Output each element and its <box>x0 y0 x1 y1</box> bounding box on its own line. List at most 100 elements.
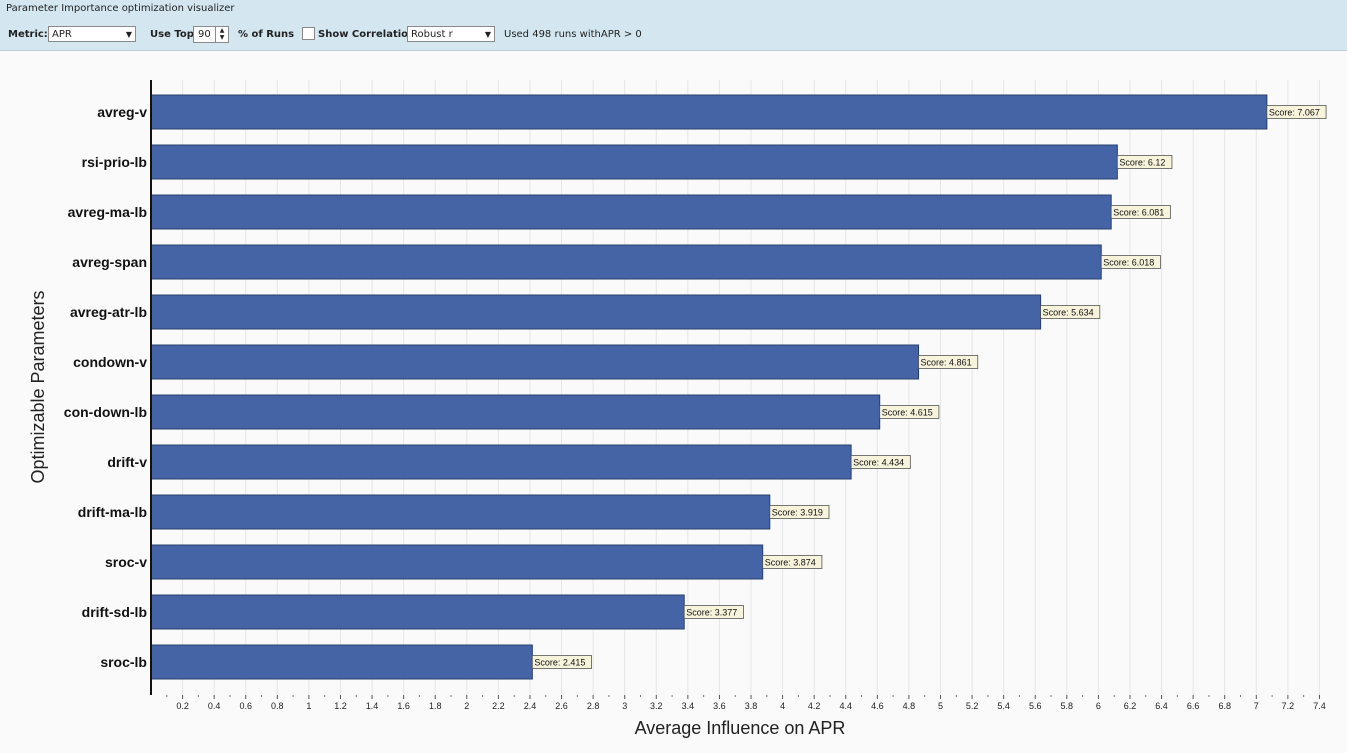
category-label: avreg-v <box>97 104 147 120</box>
x-tick-label: 4 <box>780 701 785 711</box>
score-label: Score: 4.434 <box>853 458 904 468</box>
show-correlation-checkbox[interactable] <box>302 27 315 40</box>
x-tick-label: 4.2 <box>808 701 821 711</box>
x-tick-label: 3.4 <box>682 701 695 711</box>
score-label-box <box>762 555 823 569</box>
score-label-box <box>879 405 940 419</box>
score-label: Score: 6.081 <box>1113 208 1164 218</box>
x-tick-label: 2.6 <box>555 701 568 711</box>
x-tick-label: 6 <box>1096 701 1101 711</box>
score-label: Score: 3.874 <box>765 558 816 568</box>
score-label-box <box>850 455 911 469</box>
x-tick-label: 5.8 <box>1061 701 1074 711</box>
category-labels: avreg-v rsi-prio-lb avreg-ma-lb avreg-span a… <box>64 104 147 670</box>
category-label: sroc-lb <box>100 654 147 670</box>
x-tick-label: 2 <box>464 701 469 711</box>
score-label: Score: 3.919 <box>772 508 823 518</box>
correlation-method-value: Robust r <box>411 29 453 40</box>
bar-drift-ma-lb <box>150 494 771 530</box>
x-tick-label: 5 <box>938 701 943 711</box>
bar-sroc-lb <box>150 644 533 680</box>
pct-runs-label: % of Runs <box>238 29 295 40</box>
score-label-box <box>1266 105 1327 119</box>
show-correlation-label: Show Correlation <box>318 29 416 40</box>
x-tick-label: 0.2 <box>176 701 189 711</box>
category-label: avreg-ma-lb <box>68 204 147 220</box>
use-top-label: Use Top <box>150 29 194 40</box>
score-label: Score: 4.861 <box>921 358 972 368</box>
x-tick-label: 7 <box>1254 701 1259 711</box>
category-label: avreg-atr-lb <box>70 304 147 320</box>
x-tick-label: 7.2 <box>1282 701 1295 711</box>
x-tick-label: 3 <box>622 701 627 711</box>
x-tick-label: 0.6 <box>239 701 252 711</box>
metric-label: Metric: <box>8 29 48 40</box>
x-tick-label: 6.6 <box>1187 701 1200 711</box>
score-label: Score: 6.018 <box>1103 258 1154 268</box>
x-tick-label: 2.4 <box>524 701 537 711</box>
category-label: drift-ma-lb <box>78 504 147 520</box>
score-label: Score: 7.067 <box>1269 108 1320 118</box>
score-label: Score: 2.415 <box>534 658 585 668</box>
bar-avreg-span <box>150 244 1102 280</box>
bar-drift-v <box>150 444 852 480</box>
x-tick-label: 6.8 <box>1218 701 1231 711</box>
x-axis-title: Average Influence on APR <box>635 718 846 738</box>
score-label: Score: 3.377 <box>686 608 737 618</box>
chevron-down-icon: ▼ <box>125 30 132 39</box>
x-tick-label: 1.4 <box>366 701 379 711</box>
category-label: con-down-lb <box>64 404 147 420</box>
window-title: Parameter Importance optimization visual… <box>6 3 235 14</box>
x-tick-label: 0.4 <box>208 701 221 711</box>
correlation-method-select[interactable]: Robust r ▼ <box>407 26 495 42</box>
x-tick-label: 1.2 <box>334 701 347 711</box>
metric-select[interactable]: APR ▼ <box>48 26 136 42</box>
bar-sroc-v <box>150 544 764 580</box>
x-tick-label: 0.8 <box>271 701 284 711</box>
bars: Score: 7.067 Score: 6.12 Score: 6.081 Score… <box>150 94 1327 680</box>
category-label: avreg-span <box>72 254 147 270</box>
use-top-value: 90 <box>198 29 211 40</box>
score-label-box <box>683 605 744 619</box>
category-label: rsi-prio-lb <box>82 154 147 170</box>
use-top-stepper[interactable]: 90 ▲ ▼ <box>193 26 229 43</box>
x-tick-label: 5.2 <box>966 701 979 711</box>
score-label-box <box>1116 155 1173 169</box>
bar-avreg-v <box>150 94 1268 130</box>
x-tick-label: 5.4 <box>997 701 1010 711</box>
stepper-arrows-icon[interactable]: ▲ ▼ <box>215 27 228 42</box>
bar-rsi-prio-lb <box>150 144 1118 180</box>
x-tick-label: 1.8 <box>429 701 442 711</box>
score-label: Score: 6.12 <box>1119 158 1165 168</box>
x-tick-label: 3.8 <box>745 701 758 711</box>
parameter-importance-chart: Score: 7.067 Score: 6.12 Score: 6.081 Score… <box>28 80 1327 738</box>
bar-avreg-atr-lb <box>150 294 1042 330</box>
score-label-box <box>1100 255 1161 269</box>
score-label-box <box>769 505 830 519</box>
x-tick-label: 4.4 <box>840 701 853 711</box>
x-tick-label: 5.6 <box>1029 701 1042 711</box>
x-tick-label: 1.6 <box>397 701 410 711</box>
x-tick-label: 3.2 <box>650 701 663 711</box>
x-tick-label: 4.6 <box>871 701 884 711</box>
gridlines <box>182 80 1320 695</box>
x-tick-label: 4.8 <box>903 701 916 711</box>
x-tick-label: 2.2 <box>492 701 505 711</box>
score-label: Score: 5.634 <box>1043 308 1094 318</box>
category-label: drift-v <box>107 454 147 470</box>
x-tick-label: 2.8 <box>587 701 600 711</box>
score-label-box <box>918 355 979 369</box>
x-tick-label: 6.4 <box>1155 701 1168 711</box>
score-label: Score: 4.615 <box>882 408 933 418</box>
x-tick-label: 3.6 <box>713 701 726 711</box>
score-label-box <box>531 655 592 669</box>
x-axis-ticks: 0.2 0.4 0.6 0.8 1 1.2 1.4 1.6 1.8 2 2.2 2.4 2.6 2.8 3 3… <box>166 695 1326 711</box>
bar-avreg-ma-lb <box>150 194 1112 230</box>
bar-drift-sd-lb <box>150 594 685 630</box>
x-tick-label: 6.2 <box>1124 701 1137 711</box>
category-label: condown-v <box>73 354 147 370</box>
score-label-box <box>1040 305 1101 319</box>
y-axis-title: Optimizable Parameters <box>28 290 48 483</box>
category-label: drift-sd-lb <box>82 604 147 620</box>
bar-con-down-lb <box>150 394 881 430</box>
